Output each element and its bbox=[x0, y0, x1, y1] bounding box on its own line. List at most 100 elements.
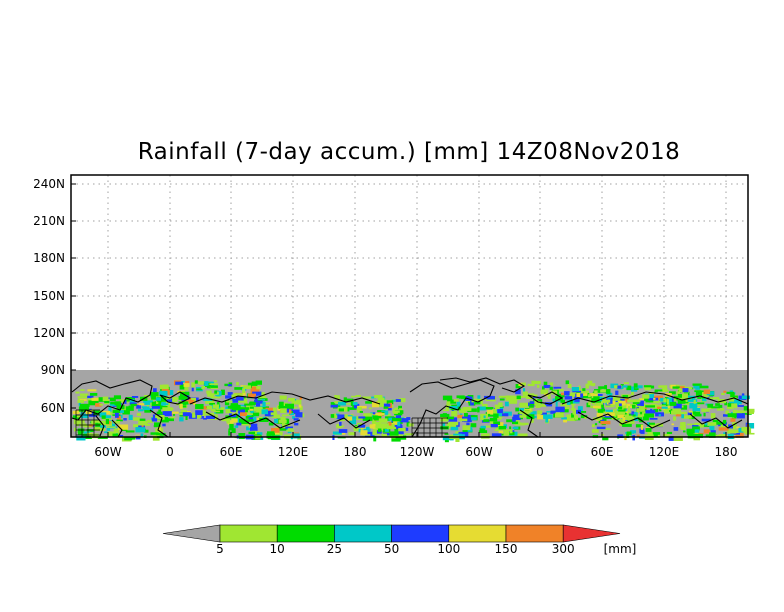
rain-cell bbox=[196, 388, 203, 391]
rain-cell bbox=[741, 426, 751, 432]
rain-cell bbox=[337, 395, 340, 399]
rain-cell bbox=[537, 410, 543, 415]
rain-cell bbox=[74, 427, 77, 432]
rain-cell bbox=[489, 420, 495, 424]
rain-cell bbox=[676, 386, 685, 389]
rain-cell bbox=[481, 403, 488, 408]
rain-cell bbox=[351, 395, 357, 398]
rain-cell bbox=[112, 409, 121, 414]
rain-cell bbox=[635, 424, 643, 428]
rain-cell bbox=[484, 425, 495, 428]
rain-cell bbox=[447, 417, 458, 422]
rain-cell bbox=[156, 396, 167, 402]
rain-cell bbox=[710, 430, 716, 434]
rain-cell bbox=[143, 400, 153, 405]
rain-cell bbox=[741, 395, 750, 400]
rain-cell bbox=[374, 395, 383, 399]
rain-cell bbox=[164, 418, 174, 422]
rain-cell bbox=[238, 404, 245, 407]
rain-cell bbox=[247, 382, 258, 389]
rain-cell bbox=[486, 396, 496, 400]
rain-cell bbox=[284, 407, 293, 413]
rain-cell bbox=[723, 414, 732, 417]
rain-cell bbox=[243, 385, 251, 389]
rain-cell bbox=[490, 411, 498, 415]
rain-cell bbox=[81, 407, 89, 411]
rain-cell bbox=[225, 408, 233, 414]
rain-cell bbox=[178, 395, 188, 400]
rain-cell bbox=[191, 382, 196, 388]
rain-cell bbox=[99, 412, 107, 418]
rain-cell bbox=[161, 388, 169, 391]
rain-cell bbox=[687, 399, 698, 402]
rain-cell bbox=[500, 413, 509, 417]
rain-cell bbox=[162, 423, 166, 427]
rain-cell bbox=[605, 409, 613, 412]
rain-cell bbox=[286, 430, 295, 432]
rain-cell bbox=[687, 433, 695, 439]
colorbar-segment bbox=[391, 524, 450, 543]
rain-cell bbox=[199, 406, 209, 410]
rain-cell bbox=[88, 400, 96, 406]
rain-cell bbox=[571, 387, 580, 392]
rain-cell bbox=[576, 393, 581, 397]
rain-cell bbox=[206, 390, 212, 394]
rain-cell bbox=[529, 405, 534, 408]
y-tick-label: 180N bbox=[33, 251, 65, 265]
rain-cell bbox=[290, 409, 300, 414]
rain-cell bbox=[203, 418, 207, 420]
rain-cell bbox=[631, 411, 635, 414]
rain-cell bbox=[591, 383, 596, 387]
rain-cell bbox=[616, 404, 622, 409]
rain-cell bbox=[288, 397, 295, 402]
rain-cell bbox=[622, 395, 629, 399]
colorbar-segment bbox=[219, 524, 278, 543]
rain-cell bbox=[587, 380, 593, 386]
rain-cell bbox=[571, 413, 574, 418]
rain-cell bbox=[442, 423, 446, 428]
coastline-segment bbox=[159, 391, 192, 405]
rain-cell bbox=[730, 392, 735, 398]
y-tick-label: 120N bbox=[33, 326, 65, 340]
rain-cell bbox=[273, 432, 280, 434]
rain-cell bbox=[580, 415, 588, 419]
rain-cell bbox=[686, 433, 692, 435]
rain-cell bbox=[712, 419, 719, 423]
rain-cell bbox=[605, 428, 611, 430]
rain-cell bbox=[97, 422, 105, 426]
rain-cell bbox=[107, 431, 116, 436]
rain-cell bbox=[368, 407, 372, 410]
rain-cell bbox=[605, 404, 615, 408]
rain-cell bbox=[368, 396, 376, 399]
rain-cell bbox=[116, 419, 123, 422]
rain-cell bbox=[109, 423, 116, 429]
rain-cell bbox=[466, 422, 470, 428]
rain-cell bbox=[162, 411, 172, 417]
x-tick-label: 60E bbox=[591, 445, 614, 459]
rain-cell bbox=[574, 396, 580, 402]
rain-cell bbox=[161, 417, 169, 420]
rain-cell bbox=[661, 406, 668, 409]
rain-cell bbox=[596, 426, 606, 430]
rain-cell bbox=[556, 393, 565, 398]
rain-cell bbox=[553, 386, 562, 389]
rain-cell bbox=[515, 433, 523, 437]
rain-cell bbox=[634, 414, 645, 418]
rain-cell bbox=[141, 406, 150, 409]
rain-cell bbox=[185, 381, 190, 385]
rain-cell bbox=[626, 431, 632, 435]
rain-cell bbox=[519, 415, 529, 418]
coastline-segment bbox=[317, 413, 371, 429]
rain-cell bbox=[633, 383, 638, 388]
rain-cell bbox=[231, 428, 236, 433]
rain-cell bbox=[546, 411, 554, 413]
rain-cell bbox=[250, 388, 260, 394]
rain-cell bbox=[566, 418, 577, 422]
rain-cell bbox=[555, 406, 565, 413]
rain-cell bbox=[358, 416, 366, 419]
rain-cell bbox=[227, 384, 232, 387]
rain-cell bbox=[693, 399, 696, 404]
rain-cell bbox=[617, 414, 624, 419]
rain-cell bbox=[125, 430, 135, 433]
rain-cell bbox=[509, 426, 512, 430]
